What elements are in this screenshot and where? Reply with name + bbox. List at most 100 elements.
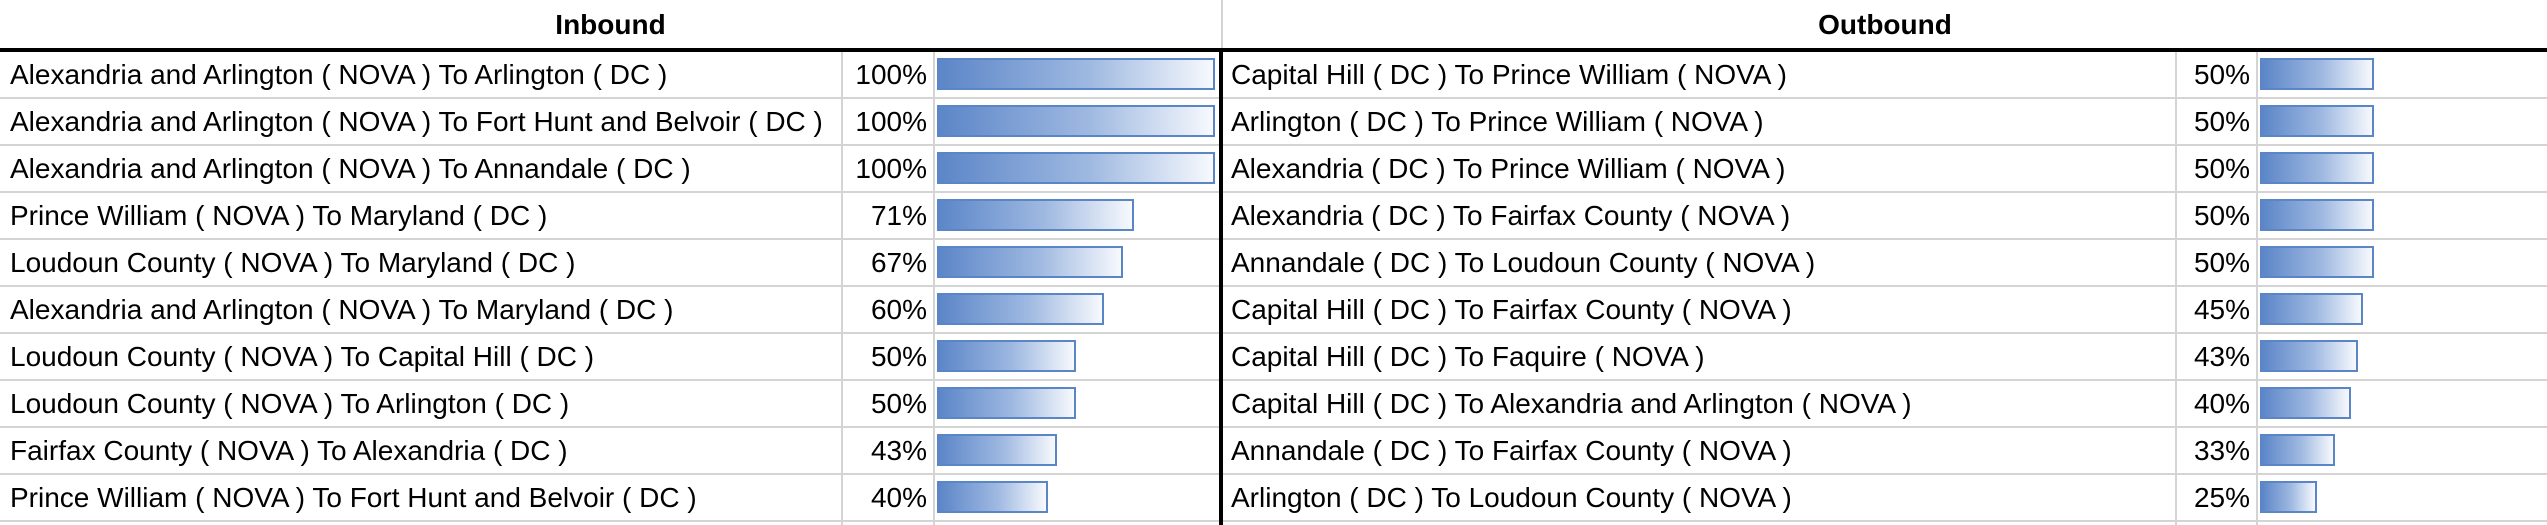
inbound-percent-cell[interactable]: 50% [870, 340, 927, 372]
outbound-databar-cell[interactable] [2258, 240, 2547, 285]
inbound-databar [937, 58, 1215, 90]
outbound-databar-cell[interactable] [2258, 428, 2547, 473]
inbound-databar-cell[interactable] [935, 240, 1217, 285]
inbound-databar-cell[interactable] [935, 52, 1217, 97]
table-row: Alexandria and Arlington ( NOVA ) To Mar… [0, 287, 2547, 334]
inbound-route-cell[interactable]: Fairfax County ( NOVA ) To Alexandria ( … [10, 434, 568, 466]
outbound-databar [2260, 293, 2363, 325]
inbound-databar [937, 434, 1057, 466]
outbound-databar [2260, 434, 2335, 466]
outbound-percent-cell[interactable]: 50% [2193, 58, 2250, 90]
inbound-databar [937, 199, 1134, 231]
inbound-databar-cell[interactable] [935, 334, 1217, 379]
outbound-route-cell[interactable]: Annandale ( DC ) To Fairfax County ( NOV… [1231, 434, 1792, 466]
outbound-databar-cell[interactable] [2258, 334, 2547, 379]
outbound-percent-cell[interactable]: 50% [2193, 199, 2250, 231]
inbound-databar-cell[interactable] [935, 146, 1217, 191]
inbound-percent-cell[interactable]: 100% [855, 152, 927, 184]
outbound-route-cell[interactable]: Capital Hill ( DC ) To Fairfax County ( … [1231, 293, 1792, 325]
outbound-databar-cell[interactable] [2258, 381, 2547, 426]
table-row: Loudoun County ( NOVA ) To Capital Hill … [0, 334, 2547, 381]
outbound-databar [2260, 387, 2351, 419]
inbound-route-cell[interactable]: Prince William ( NOVA ) To Fort Hunt and… [10, 481, 697, 513]
inbound-percent-cell[interactable]: 50% [870, 387, 927, 419]
inbound-percent-cell[interactable]: 67% [870, 246, 927, 278]
gridline-vertical [933, 52, 935, 525]
table-row: Fairfax County ( NOVA ) To Alexandria ( … [0, 428, 2547, 475]
outbound-route-cell[interactable]: Alexandria ( DC ) To Prince William ( NO… [1231, 152, 1786, 184]
inbound-percent-cell[interactable]: 100% [855, 105, 927, 137]
inbound-databar-cell[interactable] [935, 287, 1217, 332]
table-row: Alexandria and Arlington ( NOVA ) To Arl… [0, 52, 2547, 99]
gridline-vertical [2175, 52, 2177, 525]
inbound-databar-cell[interactable] [935, 475, 1217, 520]
inbound-databar [937, 246, 1123, 278]
outbound-route-cell[interactable]: Capital Hill ( DC ) To Alexandria and Ar… [1231, 387, 1912, 419]
inbound-databar [937, 293, 1104, 325]
inbound-route-cell[interactable]: Alexandria and Arlington ( NOVA ) To Arl… [10, 58, 668, 90]
outbound-route-cell[interactable]: Capital Hill ( DC ) To Prince William ( … [1231, 58, 1787, 90]
outbound-route-cell[interactable]: Capital Hill ( DC ) To Faquire ( NOVA ) [1231, 340, 1705, 372]
gridline-vertical [841, 52, 843, 525]
table-row: Prince William ( NOVA ) To Fort Hunt and… [0, 475, 2547, 522]
outbound-databar-cell[interactable] [2258, 146, 2547, 191]
outbound-percent-cell[interactable]: 50% [2193, 152, 2250, 184]
outbound-percent-cell[interactable]: 43% [2193, 340, 2250, 372]
outbound-databar [2260, 58, 2374, 90]
header-bottom-border [0, 48, 2547, 52]
inbound-percent-cell[interactable]: 71% [870, 199, 927, 231]
data-rows: Alexandria and Arlington ( NOVA ) To Arl… [0, 52, 2547, 522]
inbound-databar [937, 340, 1076, 372]
table-row: Prince William ( NOVA ) To Maryland ( DC… [0, 193, 2547, 240]
inbound-databar-cell[interactable] [935, 428, 1217, 473]
outbound-databar [2260, 152, 2374, 184]
inbound-databar [937, 387, 1076, 419]
outbound-databar [2260, 481, 2317, 513]
section-separator [1219, 48, 1223, 525]
inbound-route-cell[interactable]: Alexandria and Arlington ( NOVA ) To Ann… [10, 152, 691, 184]
inbound-route-cell[interactable]: Loudoun County ( NOVA ) To Capital Hill … [10, 340, 595, 372]
inbound-databar-cell[interactable] [935, 193, 1217, 238]
outbound-route-cell[interactable]: Arlington ( DC ) To Loudoun County ( NOV… [1231, 481, 1792, 513]
inbound-percent-cell[interactable]: 43% [870, 434, 927, 466]
outbound-databar-cell[interactable] [2258, 52, 2547, 97]
outbound-percent-cell[interactable]: 50% [2193, 105, 2250, 137]
outbound-databar [2260, 199, 2374, 231]
inbound-header[interactable]: Inbound [0, 0, 1223, 50]
inbound-databar [937, 481, 1048, 513]
gridline-vertical [2256, 52, 2258, 525]
inbound-databar [937, 105, 1215, 137]
outbound-databar [2260, 246, 2374, 278]
outbound-databar-cell[interactable] [2258, 287, 2547, 332]
inbound-route-cell[interactable]: Loudoun County ( NOVA ) To Maryland ( DC… [10, 246, 576, 278]
outbound-databar [2260, 105, 2374, 137]
outbound-percent-cell[interactable]: 33% [2193, 434, 2250, 466]
inbound-route-cell[interactable]: Alexandria and Arlington ( NOVA ) To Mar… [10, 293, 674, 325]
inbound-route-cell[interactable]: Loudoun County ( NOVA ) To Arlington ( D… [10, 387, 570, 419]
outbound-route-cell[interactable]: Annandale ( DC ) To Loudoun County ( NOV… [1231, 246, 1816, 278]
outbound-percent-cell[interactable]: 45% [2193, 293, 2250, 325]
inbound-databar [937, 152, 1215, 184]
outbound-route-cell[interactable]: Arlington ( DC ) To Prince William ( NOV… [1231, 105, 1764, 137]
table-row: Alexandria and Arlington ( NOVA ) To Ann… [0, 146, 2547, 193]
outbound-percent-cell[interactable]: 25% [2193, 481, 2250, 513]
inbound-percent-cell[interactable]: 100% [855, 58, 927, 90]
inbound-databar-cell[interactable] [935, 99, 1217, 144]
outbound-percent-cell[interactable]: 40% [2193, 387, 2250, 419]
inbound-percent-cell[interactable]: 60% [870, 293, 927, 325]
outbound-databar-cell[interactable] [2258, 193, 2547, 238]
outbound-databar-cell[interactable] [2258, 475, 2547, 520]
table-row: Loudoun County ( NOVA ) To Maryland ( DC… [0, 240, 2547, 287]
table-row: Loudoun County ( NOVA ) To Arlington ( D… [0, 381, 2547, 428]
inbound-databar-cell[interactable] [935, 381, 1217, 426]
inbound-route-cell[interactable]: Prince William ( NOVA ) To Maryland ( DC… [10, 199, 548, 231]
inbound-percent-cell[interactable]: 40% [870, 481, 927, 513]
outbound-databar [2260, 340, 2358, 372]
outbound-route-cell[interactable]: Alexandria ( DC ) To Fairfax County ( NO… [1231, 199, 1791, 231]
outbound-header[interactable]: Outbound [1818, 9, 1952, 40]
outbound-databar-cell[interactable] [2258, 99, 2547, 144]
table-row: Alexandria and Arlington ( NOVA ) To For… [0, 99, 2547, 146]
outbound-percent-cell[interactable]: 50% [2193, 246, 2250, 278]
inbound-route-cell[interactable]: Alexandria and Arlington ( NOVA ) To For… [10, 105, 823, 137]
